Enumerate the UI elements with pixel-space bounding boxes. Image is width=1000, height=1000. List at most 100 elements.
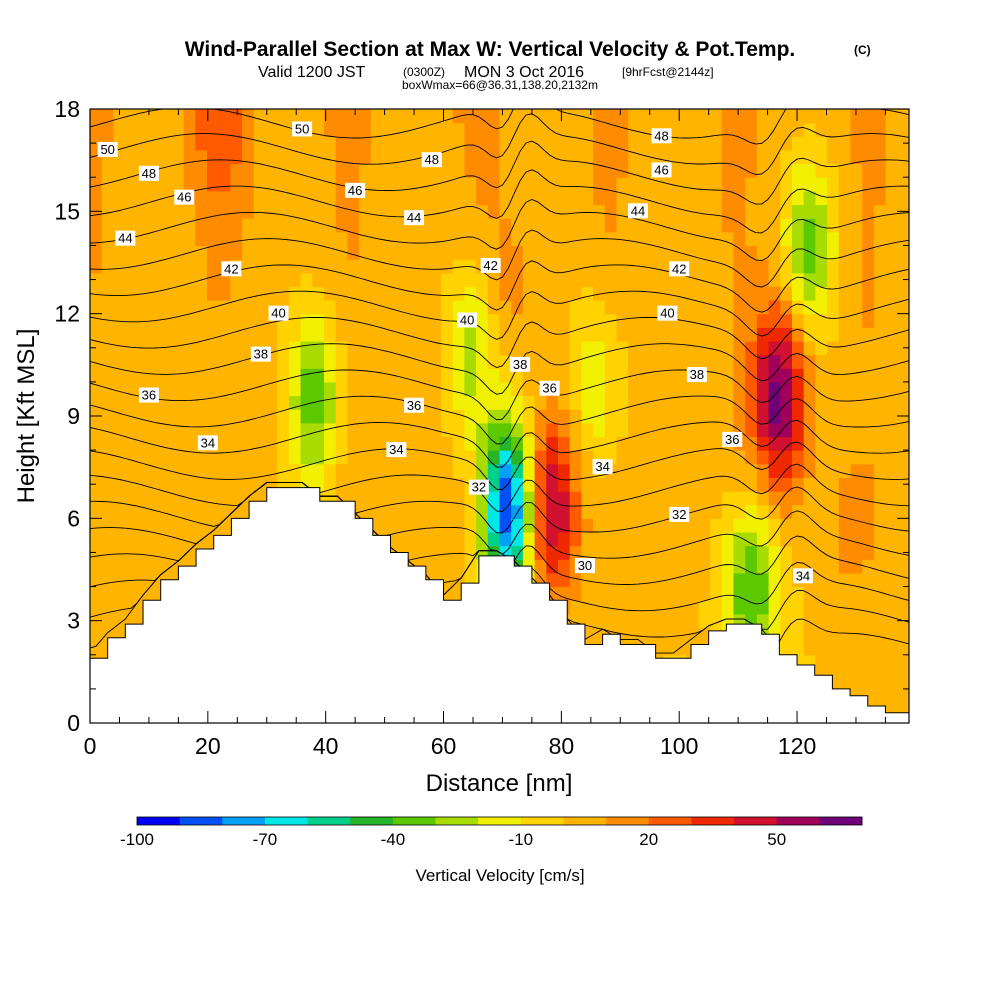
heat-cell	[335, 422, 348, 438]
x-tick-label: 120	[778, 733, 816, 759]
heat-cell	[195, 491, 208, 506]
heat-cell	[756, 450, 770, 465]
heat-cell	[324, 422, 337, 438]
heat-cell	[850, 122, 863, 137]
heat-cell	[733, 395, 746, 410]
contour-label-text: 30	[578, 558, 592, 573]
contour-label-text: 36	[142, 388, 156, 403]
heat-cell	[862, 340, 875, 356]
heat-cell	[827, 259, 840, 274]
heat-cell	[417, 177, 430, 192]
heat-cell	[768, 177, 781, 192]
heat-cell	[487, 395, 501, 410]
heat-cell	[639, 572, 653, 588]
heat-cell	[838, 504, 852, 519]
heat-cell	[663, 354, 676, 369]
heat-cell	[136, 422, 150, 438]
heat-cell	[768, 136, 781, 151]
heat-cell	[756, 422, 770, 438]
heat-cell	[733, 109, 746, 124]
heat-cell	[277, 272, 290, 287]
heat-cell	[429, 531, 442, 547]
heat-cell	[686, 627, 699, 642]
heat-cell	[733, 409, 746, 424]
heat-cell	[838, 354, 852, 369]
heat-cell	[885, 163, 898, 178]
heat-cell	[136, 122, 150, 137]
heat-cell	[733, 231, 746, 247]
heat-cell	[370, 109, 384, 124]
heat-cell	[616, 177, 629, 192]
heat-cell	[452, 559, 465, 574]
heat-cell	[546, 477, 559, 492]
contour-label: 48	[651, 128, 672, 144]
heat-cell	[803, 109, 816, 124]
heat-cell	[710, 518, 723, 533]
heat-cell	[312, 204, 325, 219]
heat-cell	[862, 491, 875, 506]
heat-cell	[698, 463, 711, 478]
valid-utc: (0300Z)	[403, 65, 445, 79]
heat-cell	[359, 245, 372, 260]
heat-cell	[183, 259, 196, 274]
heat-cell	[312, 450, 325, 465]
heat-cell	[756, 436, 770, 451]
heat-cell	[522, 409, 536, 424]
heat-cell	[417, 477, 430, 492]
heat-cell	[522, 477, 536, 492]
heat-cell	[242, 259, 255, 274]
heat-cell	[675, 340, 688, 356]
heat-cell	[359, 491, 372, 506]
heat-cell	[710, 463, 723, 478]
heat-cell	[733, 122, 746, 137]
heat-cell	[639, 477, 653, 492]
heat-cell	[476, 395, 489, 410]
heat-cell	[242, 177, 255, 192]
heat-cell	[628, 245, 641, 260]
heat-cell	[780, 504, 793, 519]
heat-cell	[148, 545, 161, 560]
heat-cell	[253, 149, 267, 165]
heat-cell	[815, 450, 828, 465]
heat-cell	[335, 204, 348, 219]
heat-cell	[207, 109, 220, 124]
heat-cell	[534, 272, 547, 287]
heat-cell	[604, 354, 618, 369]
heat-cell	[616, 531, 629, 547]
heat-cell	[277, 463, 290, 478]
heat-cell	[897, 559, 909, 574]
heat-cell	[499, 190, 512, 206]
heat-cell	[593, 163, 606, 178]
heat-cell	[827, 218, 840, 233]
heat-cell	[827, 354, 840, 369]
heat-cell	[721, 381, 735, 397]
heat-cell	[487, 477, 501, 492]
heat-cell	[277, 450, 290, 465]
heat-cell	[476, 245, 489, 260]
heat-cell	[417, 109, 430, 124]
heat-cell	[780, 559, 793, 574]
contour-label: 42	[221, 261, 242, 277]
heat-cell	[756, 340, 770, 356]
heat-cell	[476, 286, 489, 301]
heat-cell	[429, 491, 442, 506]
heat-cell	[838, 300, 852, 315]
heat-cell	[347, 395, 360, 410]
heat-cell	[218, 149, 231, 165]
heat-cell	[113, 422, 126, 438]
heat-cell	[663, 109, 676, 124]
heat-cell	[628, 163, 641, 178]
heat-cell	[195, 136, 208, 151]
contour-label: 38	[686, 367, 707, 383]
heat-cell	[136, 368, 150, 383]
heat-cell	[581, 272, 594, 287]
heat-cell	[604, 600, 618, 615]
heat-cell	[792, 245, 805, 260]
heat-cell	[405, 313, 419, 328]
heat-cell	[686, 436, 699, 451]
heat-cell	[300, 327, 313, 342]
heat-cell	[464, 559, 477, 574]
heat-cell	[253, 381, 267, 397]
heat-cell	[698, 149, 711, 165]
contour-label: 42	[669, 261, 690, 277]
